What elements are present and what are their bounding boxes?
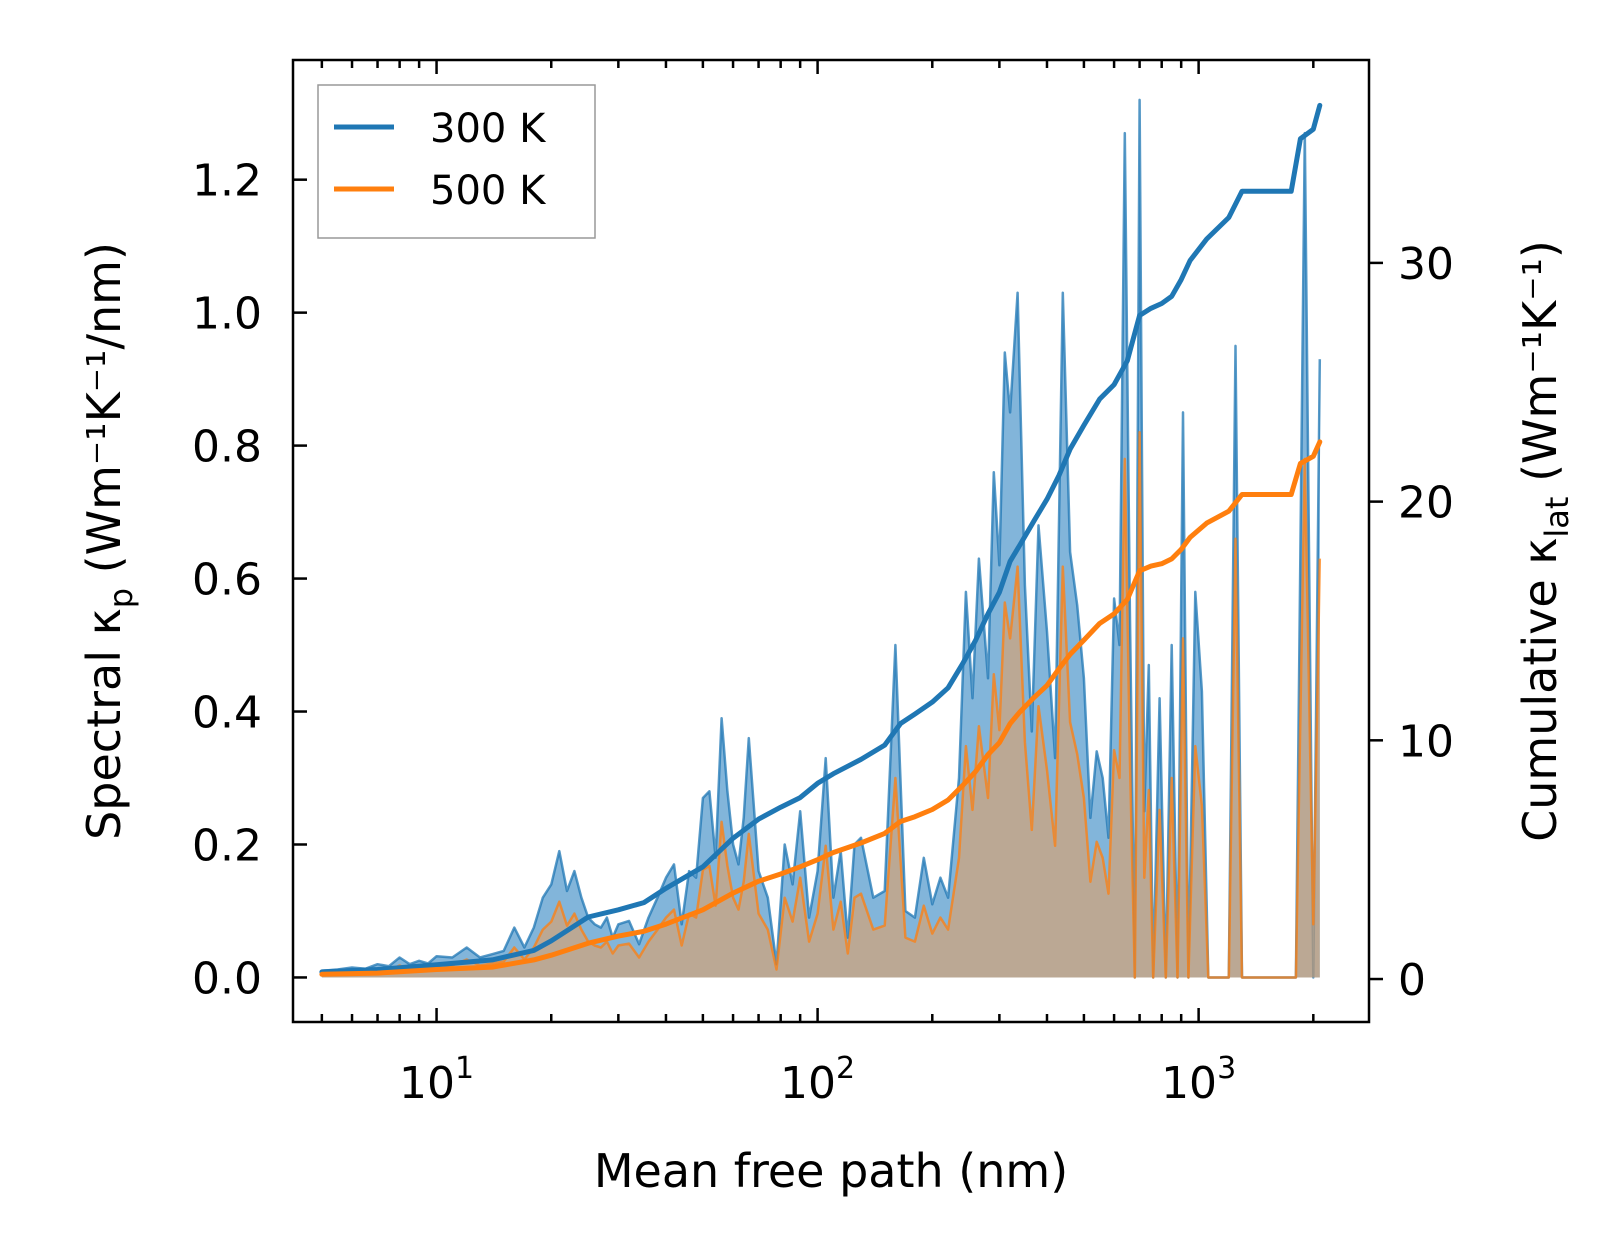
x-tick-label: 103 bbox=[1161, 1051, 1236, 1109]
spectral-line-500k bbox=[321, 431, 1322, 979]
left-y-tick-label: 1.2 bbox=[192, 156, 262, 207]
right-y-axis-label: Cumulative κlat (Wm⁻¹K⁻¹) bbox=[1513, 240, 1576, 842]
right-y-tick-label: 10 bbox=[1398, 716, 1454, 767]
right-y-tick-label: 20 bbox=[1398, 478, 1454, 529]
right-y-tick-labels: 0 10 20 30 bbox=[1398, 239, 1454, 1006]
legend-label-500k: 500 K bbox=[430, 168, 547, 214]
right-y-tick-label: 30 bbox=[1398, 239, 1454, 290]
spectral-line-300k bbox=[321, 98, 1322, 979]
spectral-area-500k bbox=[321, 432, 1320, 978]
axis-ticks bbox=[293, 60, 1383, 1022]
x-tick-label: 101 bbox=[399, 1051, 474, 1109]
x-tick-label: 102 bbox=[780, 1051, 855, 1109]
x-axis-label: Mean free path (nm) bbox=[594, 1144, 1068, 1198]
x-tick-labels: 101 102 103 bbox=[399, 1051, 1236, 1109]
left-y-tick-label: 0.0 bbox=[192, 953, 262, 1004]
left-y-tick-label: 0.8 bbox=[192, 422, 262, 473]
legend-label-300k: 300 K bbox=[430, 106, 547, 152]
cumulative-lines bbox=[319, 102, 1323, 977]
left-y-tick-label: 0.2 bbox=[192, 820, 262, 871]
spectral-fills bbox=[321, 98, 1322, 979]
right-y-tick-label: 0 bbox=[1398, 955, 1426, 1006]
legend: 300 K 500 K bbox=[317, 84, 596, 239]
left-y-tick-label: 0.4 bbox=[192, 688, 262, 739]
left-y-tick-labels: 0.0 0.2 0.4 0.6 0.8 1.0 1.2 bbox=[192, 156, 262, 1005]
cumulative-line-500k bbox=[319, 439, 1323, 977]
plot-frame bbox=[291, 58, 1371, 1024]
left-y-tick-label: 0.6 bbox=[192, 555, 262, 606]
legend-box bbox=[317, 84, 596, 239]
left-y-tick-label: 1.0 bbox=[192, 289, 262, 340]
left-y-axis-label: Spectral κp (Wm⁻¹K⁻¹/nm) bbox=[77, 242, 140, 840]
cumulative-line-300k bbox=[319, 102, 1323, 975]
